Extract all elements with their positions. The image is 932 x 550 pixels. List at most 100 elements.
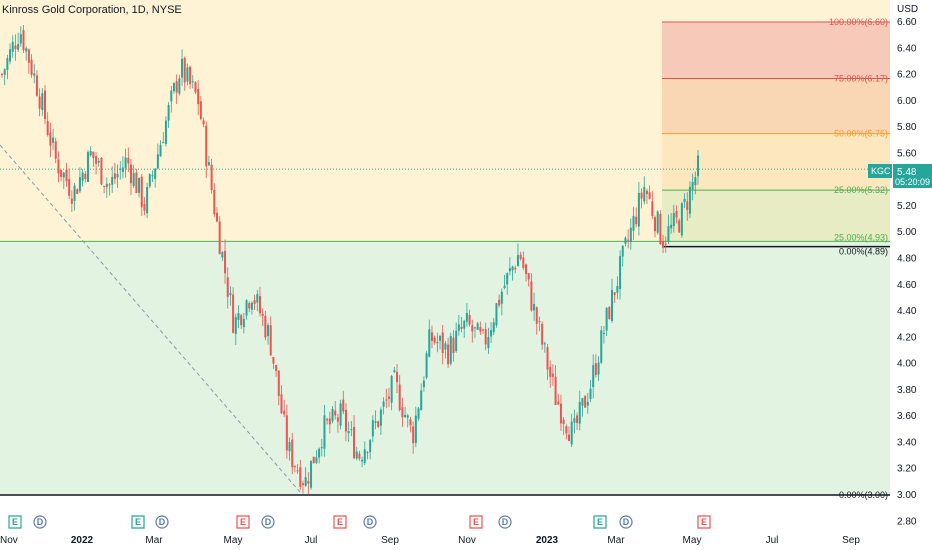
candle-body (455, 330, 458, 352)
candle-body (457, 324, 460, 331)
candle-body (304, 477, 307, 486)
candle-body (430, 332, 433, 341)
event-label: E (337, 517, 343, 527)
candle-body (379, 409, 382, 426)
candle-body (170, 90, 173, 102)
candle-body (592, 365, 595, 387)
candle-body (339, 403, 342, 426)
event-label: D (502, 517, 509, 527)
candle-body (382, 401, 385, 407)
candle-body (119, 168, 122, 170)
candle-body (533, 303, 536, 311)
candle-body (465, 312, 468, 322)
earnings-icon[interactable] (697, 515, 711, 529)
candle-body (181, 58, 184, 78)
earnings-icon[interactable] (593, 515, 607, 529)
candle-body (229, 293, 232, 295)
candle-body (393, 370, 396, 373)
earnings-icon[interactable] (131, 515, 145, 529)
earnings-icon[interactable] (236, 515, 250, 529)
candle-body (447, 344, 450, 365)
candle-body (199, 101, 202, 120)
candle-body (293, 466, 296, 468)
earnings-icon[interactable] (333, 515, 347, 529)
candle-body (275, 364, 278, 371)
earnings-icon[interactable] (8, 515, 22, 529)
candle-body (589, 388, 592, 399)
candle-body (651, 201, 654, 216)
candle-body (654, 217, 657, 232)
candle-body (250, 302, 253, 310)
candle-body (594, 363, 597, 376)
candle-body (17, 43, 20, 50)
fib-label: 50.00%(5.75) (834, 129, 888, 139)
candle-body (385, 399, 388, 401)
fib-label: 25.00%(4.93) (834, 232, 888, 242)
candle-body (84, 173, 87, 180)
dividend-icon[interactable] (363, 515, 377, 529)
fib-label: 100.00%(6.60) (829, 17, 888, 27)
candle-body (269, 325, 272, 356)
candle-body (670, 224, 673, 229)
candle-body (253, 300, 256, 304)
candle-body (538, 321, 541, 323)
candle-body (616, 285, 619, 293)
candle-body (406, 415, 409, 418)
candle-body (189, 66, 192, 85)
candle-body (473, 327, 476, 329)
candle-body (342, 399, 345, 412)
candle-body (371, 420, 374, 437)
dividend-icon[interactable] (498, 515, 512, 529)
dividend-icon[interactable] (33, 515, 47, 529)
candle-body (41, 93, 44, 110)
candle-body (487, 336, 490, 349)
candle-body (237, 313, 240, 320)
candle-body (3, 69, 6, 75)
candle-body (514, 267, 517, 270)
candle-body (121, 167, 124, 172)
candle-body (218, 221, 221, 255)
y-tick-label: 5.00 (897, 227, 917, 238)
dividend-icon[interactable] (155, 515, 169, 529)
candle-body (637, 192, 640, 227)
candle-body (678, 220, 681, 233)
fib-band (662, 22, 890, 79)
candle-body (476, 323, 479, 330)
candle-body (70, 198, 73, 204)
candle-body (148, 174, 151, 187)
earnings-icon[interactable] (469, 515, 483, 529)
event-label: D (265, 517, 272, 527)
candle-body (581, 398, 584, 406)
candle-body (441, 332, 444, 353)
candle-body (602, 332, 605, 335)
currency-label: USD (897, 4, 918, 15)
candle-body (541, 323, 544, 345)
candle-body (35, 75, 38, 96)
candle-body (221, 252, 224, 258)
candle-body (570, 421, 573, 445)
candle-body (328, 418, 331, 425)
candle-body (334, 410, 337, 416)
dividend-icon[interactable] (261, 515, 275, 529)
candle-body (234, 317, 237, 334)
chart-title: Kinross Gold Corporation, 1D, NYSE (2, 4, 182, 16)
candle-body (299, 467, 302, 487)
event-label: E (597, 517, 603, 527)
candle-body (549, 367, 552, 377)
candle-body (344, 409, 347, 432)
candle-body (632, 215, 635, 231)
candle-body (103, 185, 106, 187)
candle-body (27, 49, 30, 63)
y-tick-label: 6.40 (897, 43, 917, 54)
candle-body (135, 172, 138, 193)
y-tick-label: 5.60 (897, 148, 917, 159)
candle-body (207, 162, 210, 166)
dividend-icon[interactable] (619, 515, 633, 529)
candle-body (522, 257, 525, 268)
candle-body (369, 439, 372, 453)
fib-lines: 100.00%(6.60) 75.00%(6.17) 50.00%(5.75) 25.… (0, 17, 890, 500)
y-tick-label: 4.20 (897, 332, 917, 343)
candle-body (92, 151, 95, 158)
